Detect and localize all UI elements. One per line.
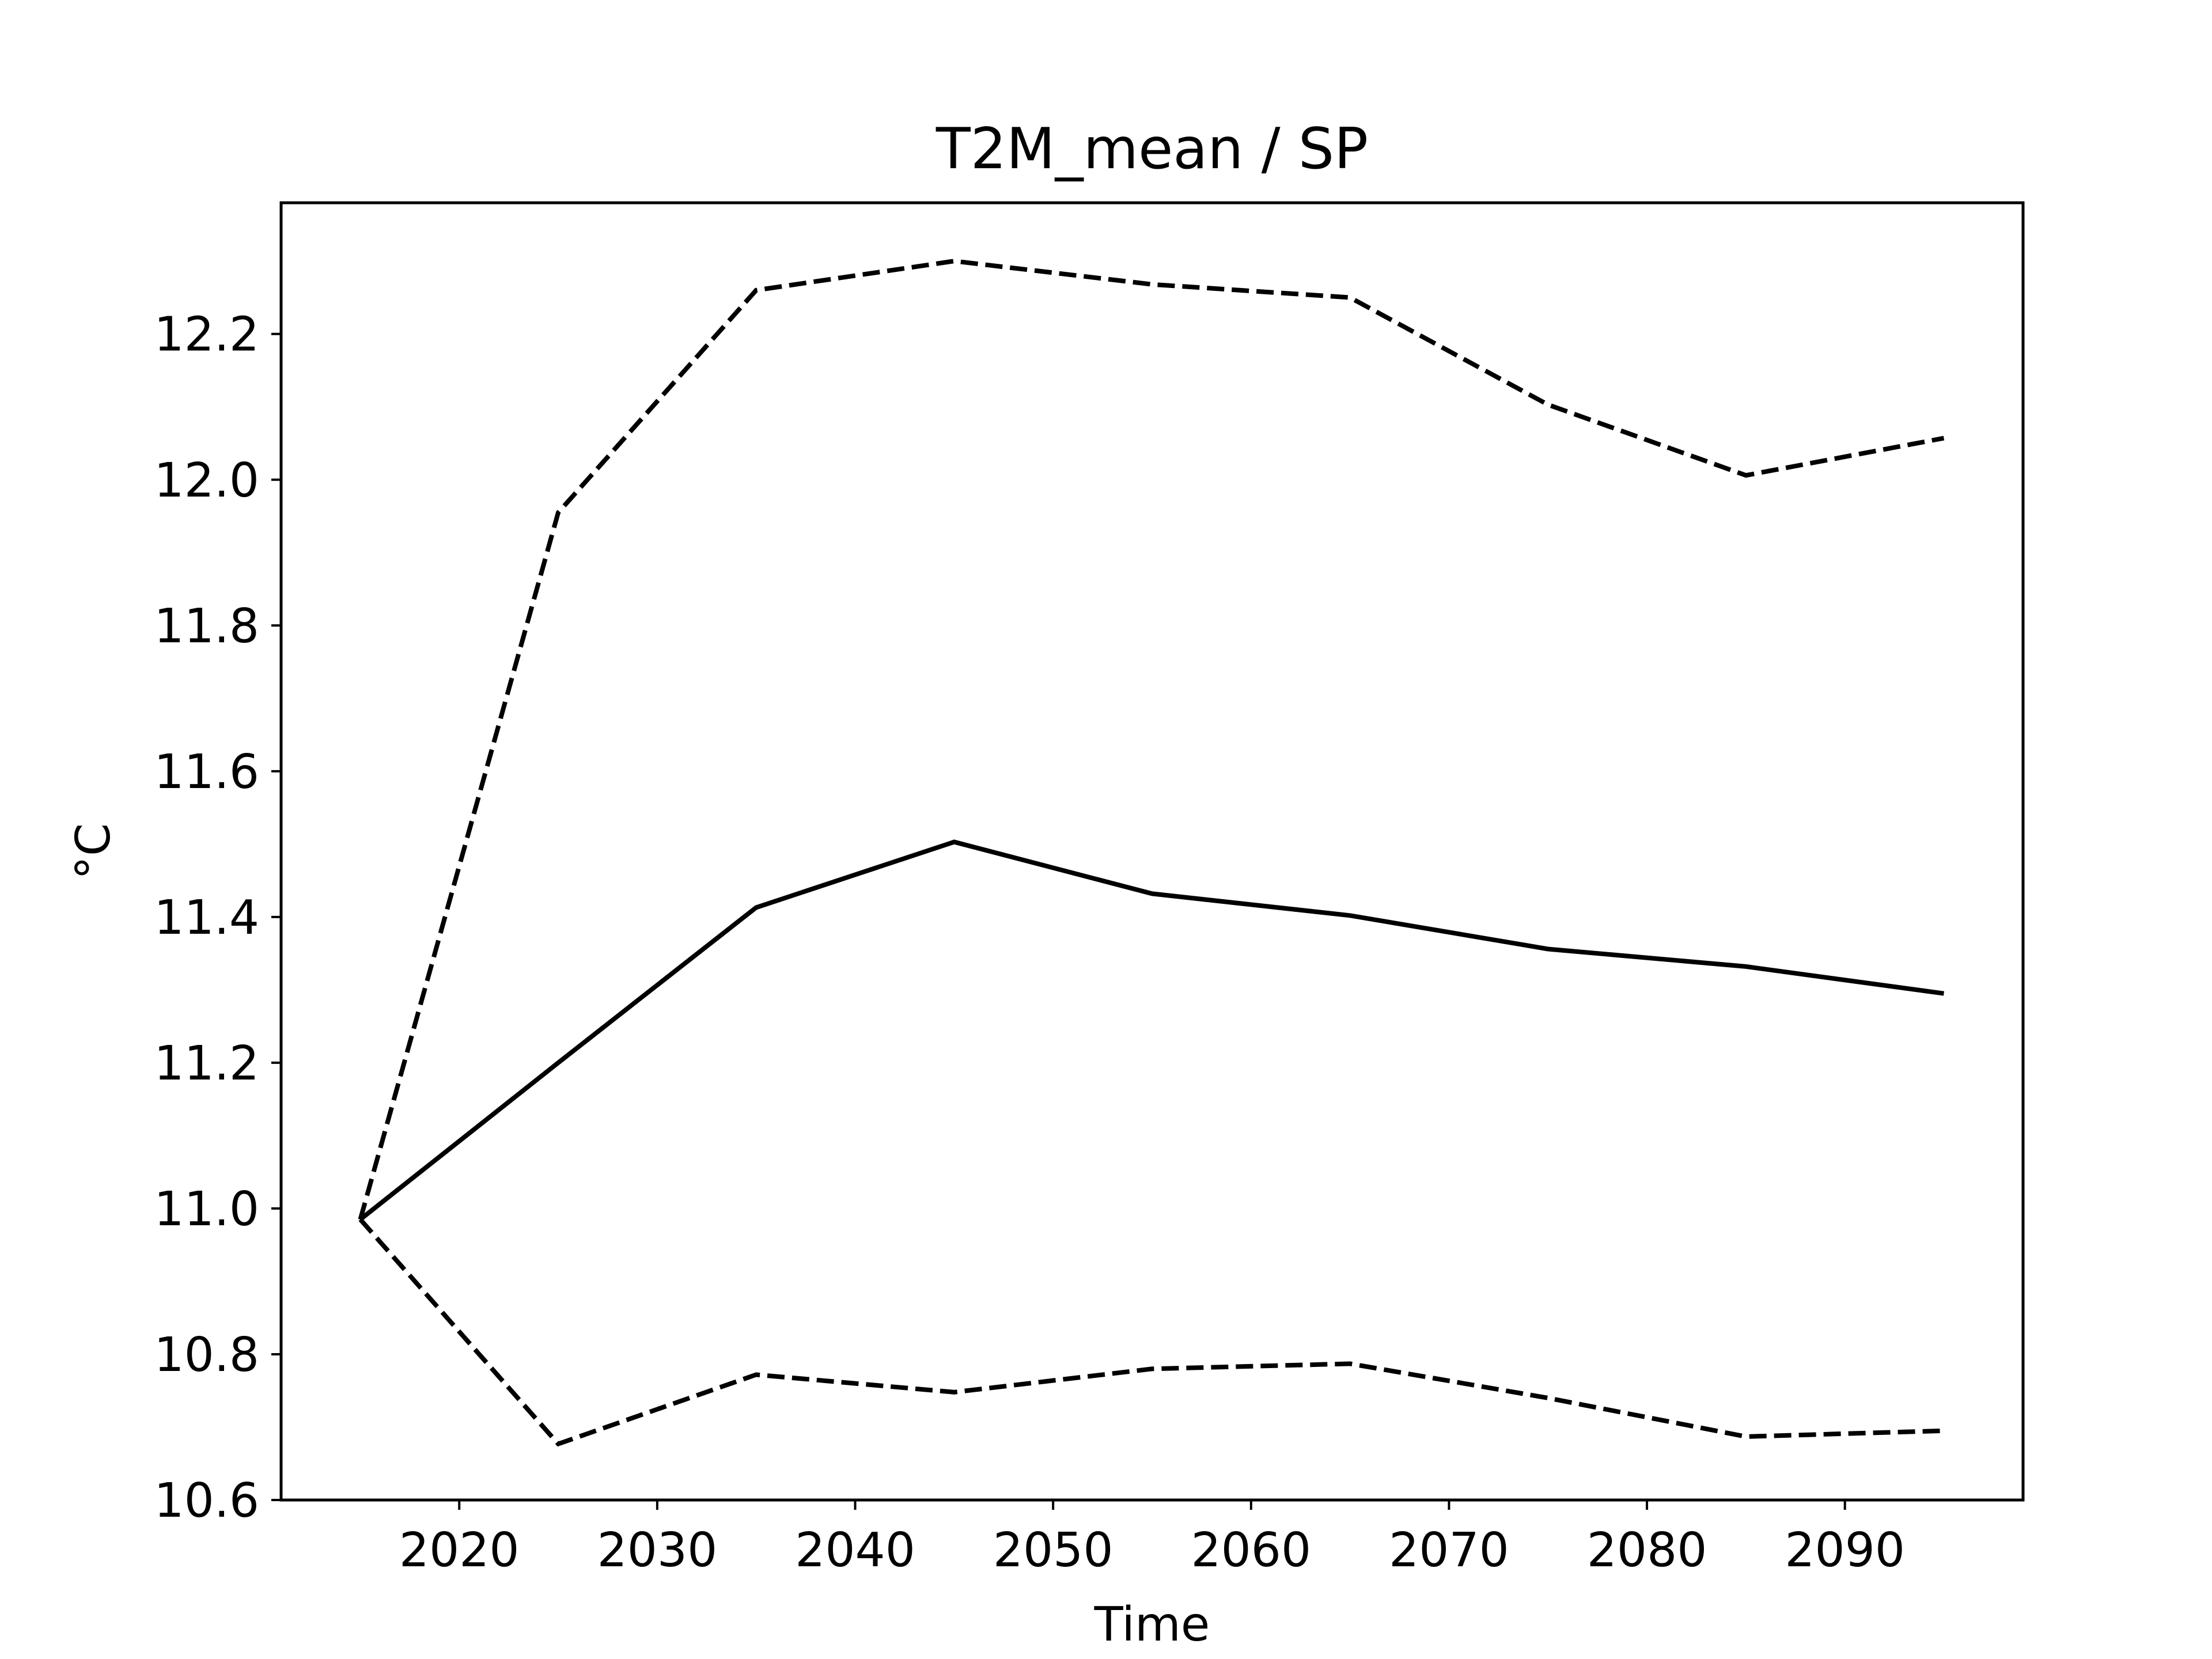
y-tick-label: 10.6 [154,1474,259,1528]
x-axis-ticks: 2020 2030 2040 2050 2060 2070 2080 2090 [399,1500,1905,1578]
y-axis-ticks: 10.6 10.8 11.0 11.2 11.4 11.6 11.8 12.0 12.2 [154,308,281,1528]
y-axis-label: °C [66,823,121,880]
y-tick-label: 10.8 [154,1328,259,1382]
plot-frame [279,201,2025,1502]
series-layer [358,259,1945,1447]
chart-title: T2M_mean / SP [935,116,1368,182]
x-tick-label: 2020 [399,1523,520,1578]
y-tick-label: 12.0 [154,453,259,508]
y-tick-label: 12.2 [154,308,259,362]
x-tick-label: 2040 [795,1523,915,1578]
x-tick-label: 2030 [597,1523,718,1578]
series-line-3 [358,1218,1944,1447]
series-line-2 [359,839,1945,1222]
x-tick-label: 2080 [1587,1523,1707,1578]
y-tick-label: 11.0 [154,1182,259,1237]
x-axis-label: Time [1094,1597,1210,1652]
y-tick-label: 11.2 [154,1036,259,1091]
x-tick-label: 2070 [1389,1523,1509,1578]
x-tick-label: 2060 [1191,1523,1311,1578]
y-tick-label: 11.6 [154,745,259,800]
series-line-1 [358,259,1945,1220]
y-tick-label: 11.4 [154,891,259,945]
y-tick-label: 11.8 [154,599,259,654]
x-tick-label: 2090 [1785,1523,1905,1578]
x-tick-label: 2050 [993,1523,1113,1578]
